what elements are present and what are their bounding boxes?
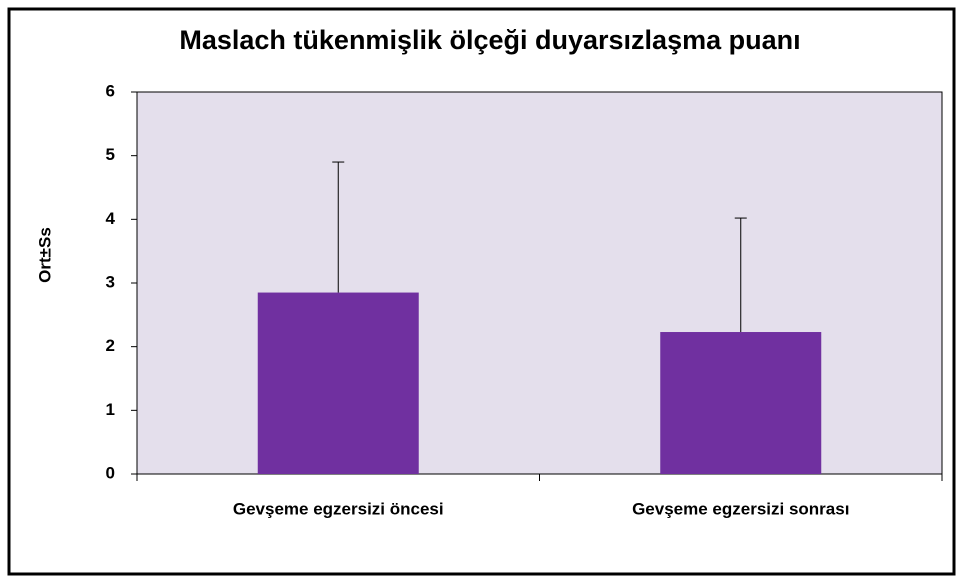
- y-tick-label: 3: [106, 272, 115, 291]
- y-axis-label: Ort±Ss: [35, 227, 54, 283]
- y-tick-label: 5: [106, 145, 115, 164]
- x-tick-label: Gevşeme egzersizi öncesi: [233, 499, 444, 518]
- y-tick-label: 1: [106, 400, 115, 419]
- bar: [660, 332, 822, 474]
- bar: [257, 292, 419, 474]
- y-tick-label: 4: [106, 209, 116, 228]
- chart-title: Maslach tükenmişlik ölçeği duyarsızlaşma…: [179, 25, 800, 55]
- x-tick-label: Gevşeme egzersizi sonrası: [632, 499, 849, 518]
- y-tick-label: 0: [106, 463, 115, 482]
- y-tick-label: 6: [106, 81, 115, 100]
- y-tick-label: 2: [106, 336, 115, 355]
